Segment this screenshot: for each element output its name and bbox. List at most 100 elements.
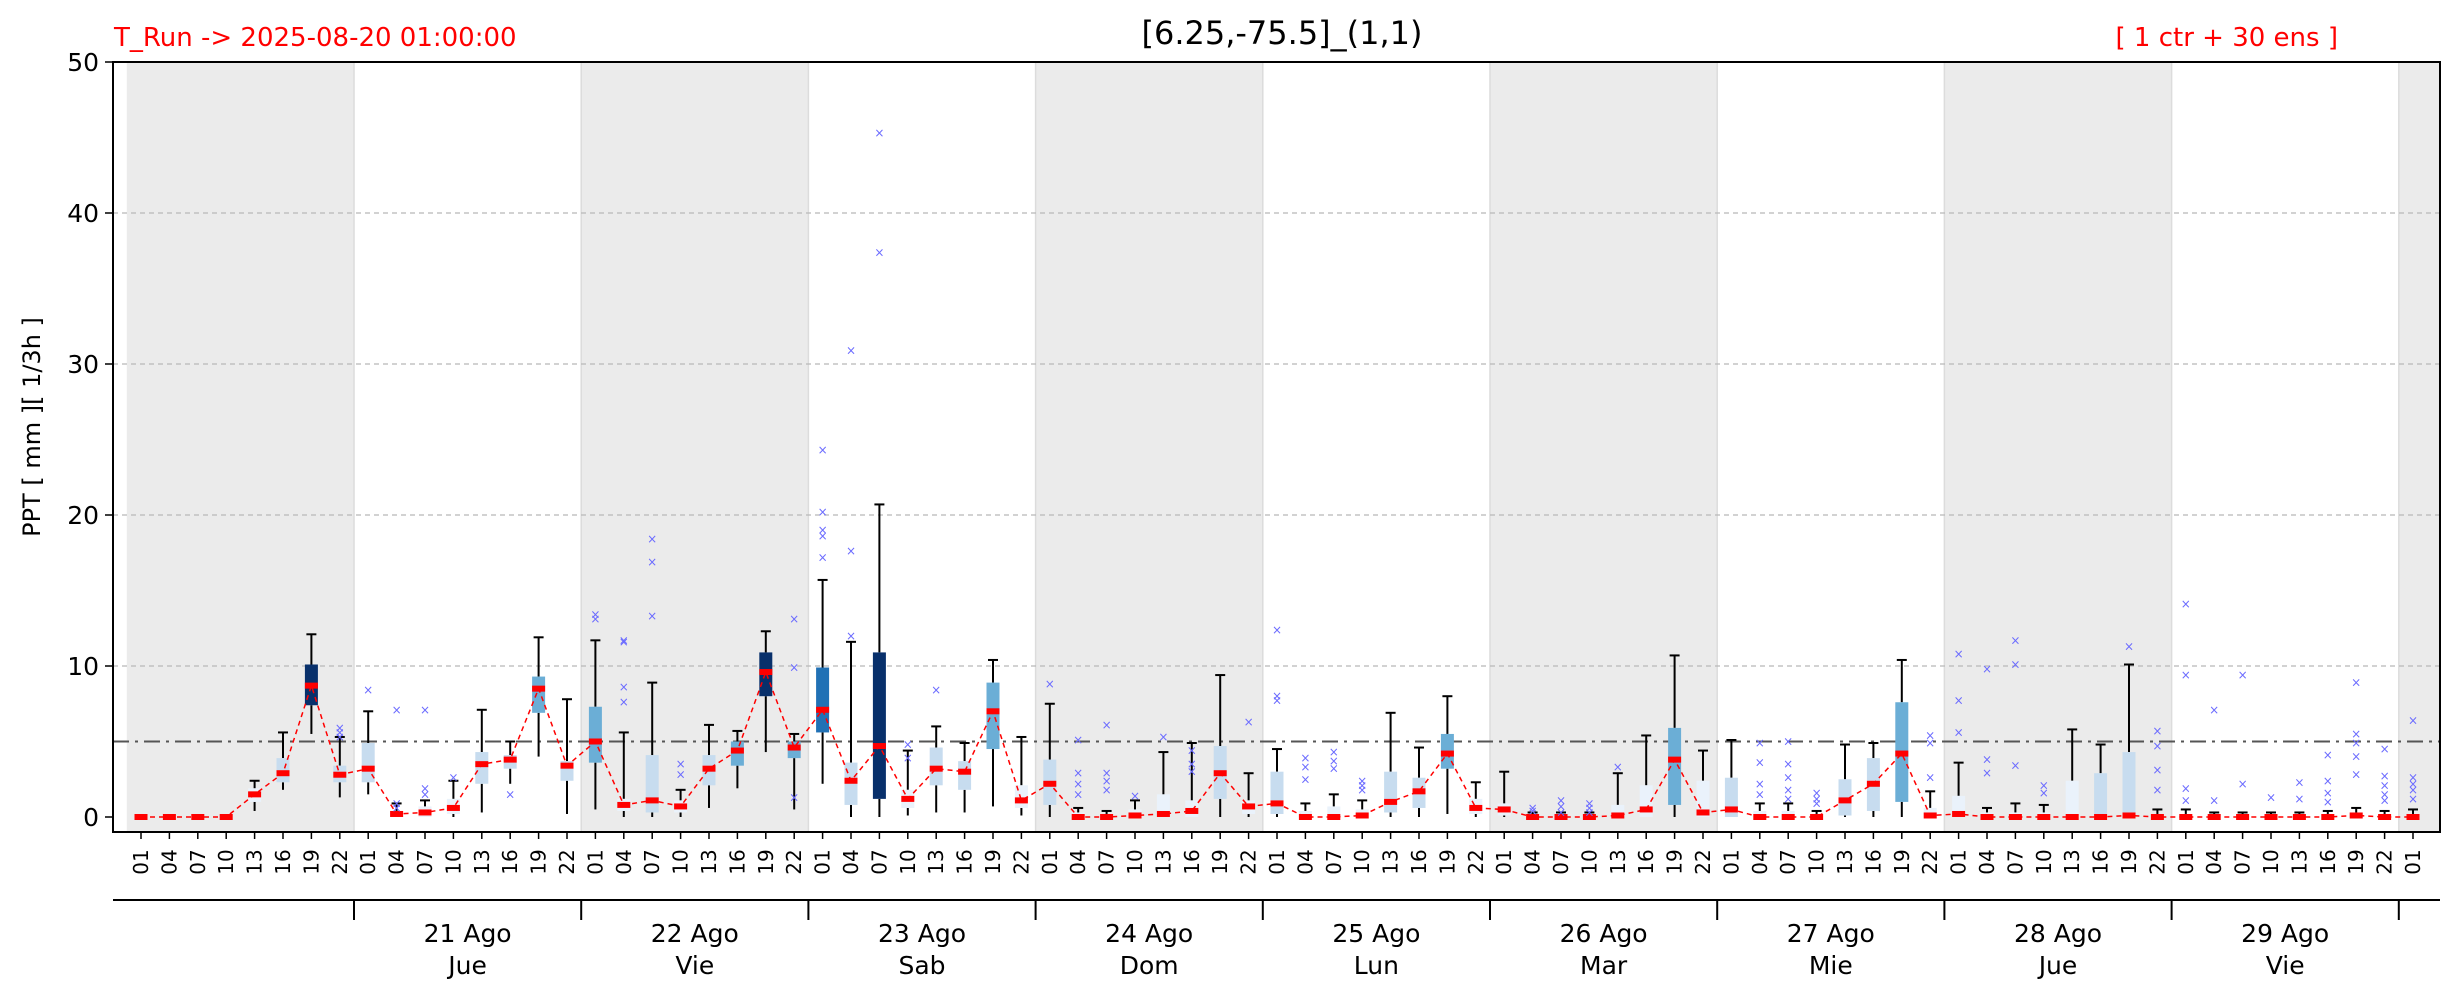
outlier-point: × bbox=[2010, 759, 2020, 773]
box-iqr bbox=[872, 652, 886, 799]
x-tick-label: 13 bbox=[1379, 849, 1403, 874]
median-mark bbox=[2349, 812, 2363, 819]
outlier-point: × bbox=[1783, 757, 1793, 771]
box-plot bbox=[787, 732, 801, 810]
x-tick-label: 16 bbox=[1861, 849, 1885, 874]
box-plot bbox=[1014, 735, 1028, 816]
x-tick-label: 10 bbox=[1350, 849, 1374, 874]
median-mark bbox=[958, 768, 972, 775]
outlier-point: × bbox=[2181, 781, 2191, 795]
outlier-point: × bbox=[1158, 730, 1168, 744]
x-tick-label: 13 bbox=[1151, 849, 1175, 874]
x-tick-label: 07 bbox=[413, 849, 437, 874]
box-plot bbox=[645, 681, 659, 817]
outlier-point: × bbox=[2323, 748, 2333, 762]
box-iqr bbox=[475, 752, 489, 784]
median-line-group bbox=[141, 669, 2413, 818]
box-plot bbox=[503, 740, 517, 784]
outlier-point: × bbox=[392, 801, 402, 815]
x-tick-label: 19 bbox=[981, 849, 1005, 874]
outlier-point: × bbox=[619, 635, 629, 649]
x-tick-label: 07 bbox=[1095, 849, 1119, 874]
outlier-point: × bbox=[2010, 657, 2020, 671]
x-tick-label: 13 bbox=[924, 849, 948, 874]
day-date-label: 28 Ago bbox=[2014, 919, 2102, 948]
night-band bbox=[1035, 62, 1263, 832]
x-tick-label: 01 bbox=[2401, 849, 2425, 874]
outlier-point: × bbox=[2209, 793, 2219, 807]
median-mark bbox=[1185, 807, 1199, 814]
x-tick-label: 07 bbox=[2231, 849, 2255, 874]
median-mark bbox=[2037, 814, 2051, 820]
median-mark bbox=[1895, 750, 1909, 757]
x-tick-label: 01 bbox=[2174, 849, 2198, 874]
day-date-label: 24 Ago bbox=[1105, 919, 1193, 948]
box-plot bbox=[1327, 793, 1341, 820]
outlier-point: × bbox=[1982, 753, 1992, 767]
x-tick-label: 22 bbox=[1918, 849, 1942, 874]
x-tick-label: 22 bbox=[1009, 849, 1033, 874]
box-plot bbox=[2150, 808, 2164, 820]
day-weekday-label: Jue bbox=[446, 951, 487, 980]
outlier-point: × bbox=[2351, 750, 2361, 764]
x-tick-label: 16 bbox=[1634, 849, 1658, 874]
box-plot bbox=[1724, 738, 1738, 817]
outlier-point: × bbox=[420, 781, 430, 795]
outlier-point: × bbox=[1073, 777, 1083, 791]
x-tick-label: 01 bbox=[1265, 849, 1289, 874]
x-tick-label: 16 bbox=[271, 849, 295, 874]
outlier-point: × bbox=[1954, 694, 1964, 708]
grid-lines bbox=[113, 212, 2440, 667]
box-plot bbox=[759, 630, 773, 753]
x-tick-label: 10 bbox=[2259, 849, 2283, 874]
box-iqr bbox=[1327, 806, 1341, 817]
x-tick-label: 16 bbox=[2089, 849, 2113, 874]
outlier-point: × bbox=[619, 633, 629, 647]
box-iqr bbox=[986, 682, 1000, 750]
box-iqr bbox=[1668, 727, 1682, 805]
x-tick-label: 04 bbox=[839, 849, 863, 874]
box-plot bbox=[2207, 811, 2221, 820]
x-tick-label: 04 bbox=[2202, 849, 2226, 874]
box-iqr bbox=[1838, 779, 1852, 816]
box-iqr bbox=[1298, 810, 1312, 817]
outlier-point: × bbox=[2181, 668, 2191, 682]
outlier-point: × bbox=[789, 790, 799, 804]
box-plot bbox=[1242, 772, 1256, 817]
outlier-point: × bbox=[1300, 751, 1310, 765]
x-tick-label: 22 bbox=[1691, 849, 1715, 874]
outlier-point: × bbox=[1329, 762, 1339, 776]
y-tick-label: 10 bbox=[67, 652, 99, 681]
outlier-point: × bbox=[2323, 774, 2333, 788]
outlier-point: × bbox=[363, 683, 373, 697]
outlier-point: × bbox=[2152, 724, 2162, 738]
day-date-label: 27 Ago bbox=[1787, 919, 1875, 948]
day-weekday-label: Lun bbox=[1354, 951, 1399, 980]
ensemble-label: [ 1 ctr + 30 ens ] bbox=[2116, 23, 2339, 53]
median-mark bbox=[1810, 814, 1824, 820]
outlier-point: × bbox=[931, 683, 941, 697]
median-mark bbox=[816, 706, 830, 713]
box-plot bbox=[304, 633, 318, 734]
outlier-point: × bbox=[874, 245, 884, 259]
day-date-label: 29 Ago bbox=[2241, 919, 2329, 948]
outlier-point: × bbox=[1102, 774, 1112, 788]
box-plot bbox=[2264, 811, 2278, 820]
outlier-point: × bbox=[1073, 787, 1083, 801]
outlier-point: × bbox=[2380, 793, 2390, 807]
run-time-label: T_Run -> 2025-08-20 01:00:00 bbox=[113, 23, 517, 53]
outlier-point: × bbox=[2380, 742, 2390, 756]
box-iqr bbox=[1384, 771, 1398, 813]
outlier-point: × bbox=[846, 343, 856, 357]
median-mark bbox=[304, 682, 318, 689]
y-tick-label: 40 bbox=[67, 199, 99, 228]
outlier-point: × bbox=[2209, 703, 2219, 717]
outlier-point: × bbox=[2351, 768, 2361, 782]
outlier-point: × bbox=[2039, 778, 2049, 792]
x-tick-label: 13 bbox=[470, 849, 494, 874]
median-mark bbox=[1156, 810, 1170, 817]
outlier-point: × bbox=[448, 771, 458, 785]
x-tick-label: 01 bbox=[811, 849, 835, 874]
outlier-point: × bbox=[818, 529, 828, 543]
